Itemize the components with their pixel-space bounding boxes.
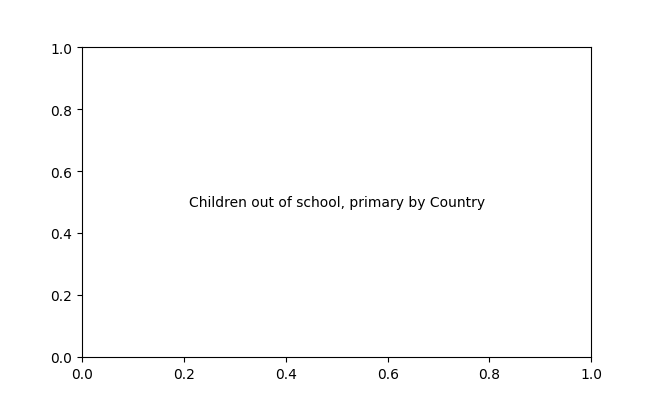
- Text: Children out of school, primary by Country: Children out of school, primary by Count…: [189, 196, 485, 209]
